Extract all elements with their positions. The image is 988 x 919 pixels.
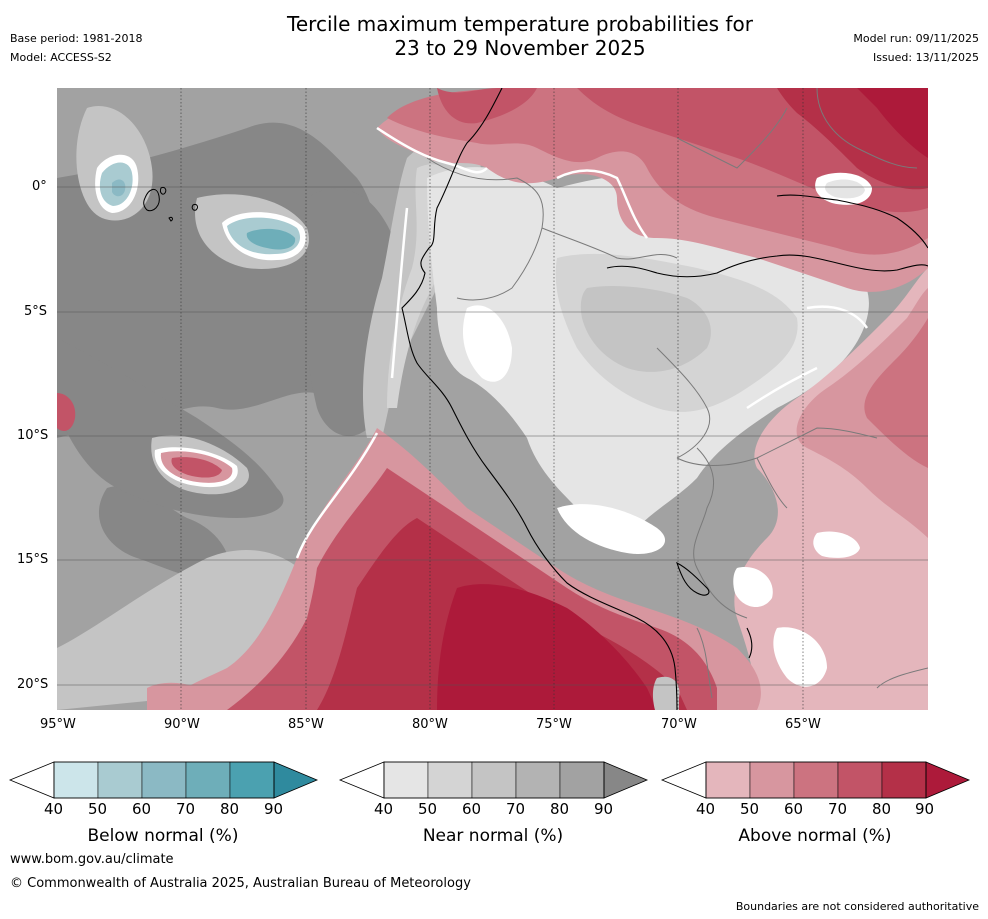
- colorbar-below-swatch: [229, 761, 275, 799]
- colorbar-near-high-arrow: [603, 761, 649, 799]
- cb-above-tick: 40: [696, 800, 716, 818]
- above-normal-north-peak: [857, 88, 928, 158]
- colorbar-near-swatch: [559, 761, 605, 799]
- cb-above-tick: 90: [915, 800, 935, 818]
- colorbar-below-low-arrow: [8, 761, 55, 799]
- cb-below-tick: 40: [44, 800, 64, 818]
- colorbar-near-title: Near normal (%): [422, 826, 564, 846]
- colorbar-above-swatch: [749, 761, 795, 799]
- colorbar-below-swatch: [97, 761, 143, 799]
- graticule-lat: [57, 186, 928, 686]
- land-white-patch: [773, 627, 827, 687]
- cb-below-tick: 80: [220, 800, 240, 818]
- land-near-normal-core: [580, 286, 711, 372]
- colorbar-above-swatches: [705, 761, 927, 799]
- galapagos-islands: [143, 187, 198, 222]
- colorbar-near-swatches: [383, 761, 605, 799]
- colorbar-near-low-arrow: [338, 761, 385, 799]
- land-white-patch: [813, 531, 860, 558]
- above-normal-west-blob-core: [171, 457, 222, 478]
- land-white-patch: [733, 567, 773, 608]
- lat-label: 5°S: [24, 304, 48, 319]
- probability-map: [57, 88, 928, 710]
- colorbar-below-high-arrow: [273, 761, 319, 799]
- lon-label: 70°W: [661, 717, 697, 732]
- colorbar-near-swatch: [427, 761, 473, 799]
- cb-above-tick: 80: [872, 800, 892, 818]
- coastlines: [401, 88, 928, 710]
- above-normal-north-coast: [437, 88, 537, 124]
- above-normal-east: [864, 318, 928, 468]
- colorbar-near-swatch: [515, 761, 561, 799]
- colorbar-above-swatch: [881, 761, 927, 799]
- land-white-patch: [557, 504, 666, 554]
- below-normal-core: [112, 179, 126, 197]
- cb-below-tick: 50: [88, 800, 108, 818]
- cb-above-tick: 60: [784, 800, 804, 818]
- colorbar-below-swatch: [141, 761, 187, 799]
- cb-below-tick: 70: [176, 800, 196, 818]
- model-name: Model: ACCESS-S2: [10, 51, 112, 64]
- colorbar-near-swatch: [471, 761, 517, 799]
- lat-label: 15°S: [17, 552, 49, 567]
- above-normal-south-peak: [437, 584, 657, 710]
- above-normal-south-west: [147, 682, 217, 710]
- graticule: [180, 88, 804, 710]
- title-line-2: 23 to 29 November 2025: [394, 36, 646, 60]
- cb-above-tick: 70: [828, 800, 848, 818]
- lat-label: 10°S: [17, 428, 49, 443]
- white-contour-lines: [295, 126, 869, 559]
- title-line-1: Tercile maximum temperature probabilitie…: [287, 12, 753, 36]
- cb-above-tick: 50: [740, 800, 760, 818]
- colorbar-below-swatches: [53, 761, 275, 799]
- colorbar-above-swatch: [705, 761, 751, 799]
- country-borders: [426, 88, 928, 699]
- lat-label: 0°: [32, 179, 47, 194]
- cb-near-tick: 40: [374, 800, 394, 818]
- lon-label: 65°W: [785, 717, 821, 732]
- cb-near-tick: 80: [550, 800, 570, 818]
- lon-label: 85°W: [288, 717, 324, 732]
- lon-label: 90°W: [164, 717, 200, 732]
- lon-label: 95°W: [40, 717, 76, 732]
- colorbar-above-title: Above normal (%): [738, 826, 892, 846]
- website-link[interactable]: www.bom.gov.au/climate: [10, 852, 174, 867]
- colorbar-below-swatch: [185, 761, 231, 799]
- cb-near-tick: 60: [462, 800, 482, 818]
- cb-below-tick: 60: [132, 800, 152, 818]
- colorbar-above-swatch: [837, 761, 883, 799]
- land-gray-patch: [652, 676, 680, 710]
- base-period: Base period: 1981-2018: [10, 32, 143, 45]
- above-normal-west-edge: [57, 393, 76, 431]
- cb-below-tick: 90: [264, 800, 284, 818]
- colorbar-below-title: Below normal (%): [87, 826, 239, 846]
- colorbar-above-swatch: [793, 761, 839, 799]
- lat-label: 20°S: [17, 677, 49, 692]
- model-run: Model run: 09/11/2025: [853, 32, 979, 45]
- ocean-dark-gray-patch: [98, 485, 230, 581]
- colorbar-above-low-arrow: [660, 761, 707, 799]
- land-white-patch: [825, 179, 865, 199]
- cb-near-tick: 50: [418, 800, 438, 818]
- land-white-patch: [462, 305, 512, 382]
- colorbar-below: [8, 761, 319, 799]
- boundaries-disclaimer: Boundaries are not considered authoritat…: [735, 900, 979, 913]
- lon-label: 75°W: [536, 717, 572, 732]
- below-normal-core: [246, 228, 296, 250]
- lon-label: 80°W: [412, 717, 448, 732]
- cb-near-tick: 70: [506, 800, 526, 818]
- colorbar-near: [338, 761, 649, 799]
- copyright-text: © Commonwealth of Australia 2025, Austra…: [10, 876, 471, 891]
- colorbar-above: [660, 761, 971, 799]
- colorbar-near-swatch: [383, 761, 429, 799]
- colorbar-below-swatch: [53, 761, 99, 799]
- colorbar-above-high-arrow: [925, 761, 971, 799]
- issued-date: Issued: 13/11/2025: [872, 51, 979, 64]
- above-normal-east: [796, 288, 928, 538]
- colorbar-tick-row: 40 50 60 70 80 90 40 50 60 70 80 90 40 5…: [0, 800, 988, 822]
- page-title: Tercile maximum temperature probabilitie…: [0, 12, 988, 60]
- cb-near-tick: 90: [594, 800, 614, 818]
